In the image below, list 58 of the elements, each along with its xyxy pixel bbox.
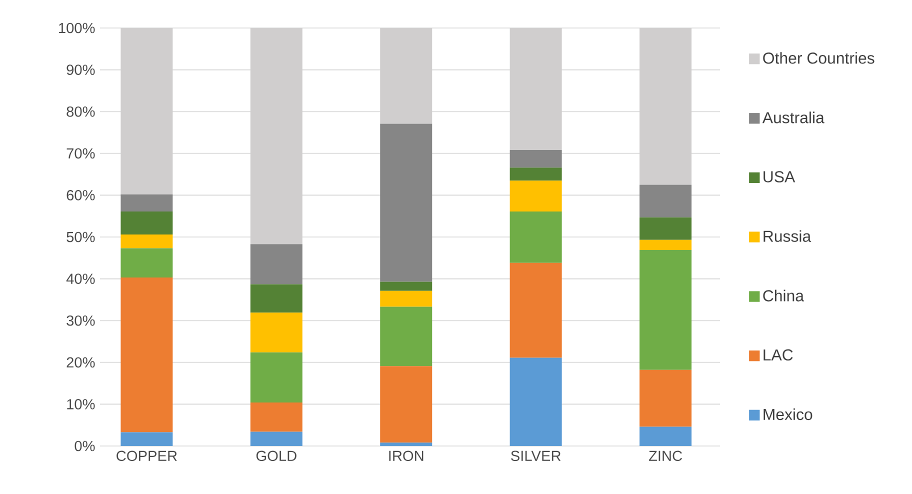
bar [640,250,692,370]
bar [380,28,432,124]
bar [250,28,302,244]
x-tick-label: GOLD [256,450,296,462]
bar [250,432,302,446]
bar [380,290,432,307]
bar [510,212,562,263]
bar [250,312,302,352]
y-tick-label: 70% [66,148,95,159]
bar [120,234,173,248]
bar [120,194,173,212]
bar [640,240,692,250]
y-tick-label: 100% [59,22,95,34]
bar [120,248,173,278]
x-tick-label: COPPER [116,450,177,462]
legend-label: Other Countries [763,52,874,64]
y-tick-label: 30% [66,315,95,326]
bar [250,352,302,403]
bar [250,402,302,432]
bar [640,28,692,185]
bar [380,306,432,366]
legend-label: Australia [762,112,824,124]
y-tick-label: 0% [74,440,95,452]
bar [380,442,432,446]
bar [510,28,562,150]
x-tick-label: IRON [389,450,424,462]
legend-label: Mexico [764,408,812,420]
x-tick-label: ZINC [648,450,682,462]
bar [120,432,173,446]
bar [380,282,432,291]
bar [250,244,302,284]
y-tick-label: 40% [66,274,95,284]
y-tick-label: 50% [66,232,95,242]
legend-label: USA [764,171,796,182]
bar [510,180,562,212]
x-tick-label: SILVER [511,450,561,462]
y-tick-label: 20% [66,357,95,368]
y-tick-label: 80% [66,106,95,117]
legend-label: Russia [764,230,812,242]
bar [380,366,432,443]
bar [510,168,562,181]
bar [380,124,432,282]
bar [510,358,562,446]
legend-label: China [763,290,804,302]
y-tick-label: 10% [67,399,95,410]
bar [510,150,562,168]
y-tick-label: 60% [66,190,95,200]
bar [640,217,692,240]
bar [640,184,692,218]
bar [510,262,562,358]
bar [250,284,302,313]
bar [640,426,692,446]
bar [120,278,173,432]
bar [120,28,173,194]
bar [120,212,173,234]
y-tick-label: 90% [66,64,95,75]
legend-label: LAC [764,349,793,361]
bar [640,370,692,427]
